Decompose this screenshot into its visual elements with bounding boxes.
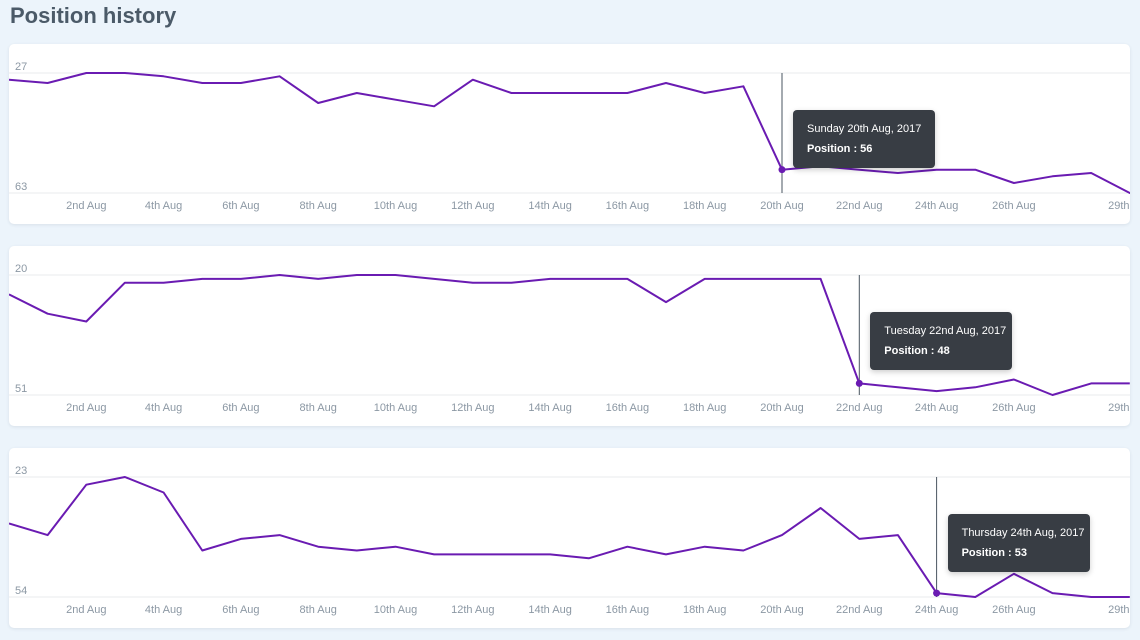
position-chart-1[interactable]: 27 63 2nd Aug 4th Aug 6th Aug 8th Aug 10th Aug… — [9, 44, 1130, 224]
x-tick-label: 22nd Aug — [836, 200, 883, 212]
x-tick-label: 16th Aug — [606, 604, 649, 616]
x-tick-label: 2nd Aug — [66, 604, 106, 616]
position-chart-3[interactable]: 23 54 2nd Aug 4th Aug 6th Aug 8th Aug 10th Aug… — [9, 448, 1130, 628]
x-tick-label: 22nd Aug — [836, 402, 883, 414]
x-tick-label: 29th Aug — [1108, 604, 1130, 616]
chart-plot[interactable]: 23 54 2nd Aug 4th Aug 6th Aug 8th Aug 10th Aug… — [9, 448, 1130, 628]
x-tick-label: 4th Aug — [145, 402, 182, 414]
hover-point — [933, 589, 941, 597]
tooltip-date: Tuesday 22nd Aug, 2017 — [884, 325, 1007, 337]
x-tick-label: 2nd Aug — [66, 402, 106, 414]
x-tick-label: 26th Aug — [992, 200, 1035, 212]
x-tick-label: 24th Aug — [915, 402, 958, 414]
page-title: Position history — [10, 3, 177, 28]
x-tick-label: 16th Aug — [606, 200, 649, 212]
x-tick-label: 29th Aug — [1108, 200, 1130, 212]
chart-plot[interactable]: 27 63 2nd Aug 4th Aug 6th Aug 8th Aug 10th Aug… — [9, 44, 1130, 224]
hover-tooltip: Sunday 20th Aug, 2017 Position : 56 — [793, 110, 935, 168]
y-tick-label: 20 — [15, 263, 27, 275]
x-tick-label: 16th Aug — [606, 402, 649, 414]
hover-tooltip: Thursday 24th Aug, 2017 Position : 53 — [947, 514, 1090, 572]
x-tick-label: 6th Aug — [222, 604, 259, 616]
x-tick-label: 4th Aug — [145, 604, 182, 616]
x-tick-label: 20th Aug — [760, 604, 803, 616]
series-line — [9, 476, 1130, 598]
x-tick-label: 18th Aug — [683, 402, 726, 414]
tooltip-date: Thursday 24th Aug, 2017 — [961, 527, 1085, 539]
hover-point — [855, 379, 863, 387]
x-tick-label: 6th Aug — [222, 200, 259, 212]
position-chart-2[interactable]: 20 51 2nd Aug 4th Aug 6th Aug 8th Aug 10th Aug… — [9, 246, 1130, 426]
x-tick-label: 6th Aug — [222, 402, 259, 414]
x-tick-label: 24th Aug — [915, 200, 958, 212]
x-tick-label: 24th Aug — [915, 604, 958, 616]
x-tick-label: 10th Aug — [374, 604, 417, 616]
x-tick-label: 14th Aug — [528, 604, 571, 616]
y-tick-label: 27 — [15, 61, 27, 73]
tooltip-position: Position : 56 — [807, 143, 873, 155]
x-tick-label: 14th Aug — [528, 402, 571, 414]
x-tick-label: 18th Aug — [683, 200, 726, 212]
x-tick-label: 4th Aug — [145, 200, 182, 212]
x-tick-label: 2nd Aug — [66, 200, 106, 212]
x-tick-label: 29th Aug — [1108, 402, 1130, 414]
series-line — [9, 274, 1130, 396]
x-tick-label: 8th Aug — [300, 402, 337, 414]
x-tick-label: 10th Aug — [374, 402, 417, 414]
x-tick-label: 8th Aug — [300, 604, 337, 616]
x-tick-label: 26th Aug — [992, 604, 1035, 616]
x-tick-label: 20th Aug — [760, 200, 803, 212]
x-tick-label: 18th Aug — [683, 604, 726, 616]
y-tick-label: 51 — [15, 383, 27, 395]
series-line — [9, 72, 1130, 194]
x-tick-label: 22nd Aug — [836, 604, 883, 616]
hover-point — [778, 166, 786, 174]
y-tick-label: 54 — [15, 585, 27, 597]
y-tick-label: 23 — [15, 465, 27, 477]
x-tick-label: 8th Aug — [300, 200, 337, 212]
x-tick-label: 20th Aug — [760, 402, 803, 414]
x-tick-label: 10th Aug — [374, 200, 417, 212]
tooltip-position: Position : 48 — [884, 345, 950, 357]
x-tick-label: 26th Aug — [992, 402, 1035, 414]
y-tick-label: 63 — [15, 181, 27, 193]
x-tick-label: 12th Aug — [451, 402, 494, 414]
chart-plot[interactable]: 20 51 2nd Aug 4th Aug 6th Aug 8th Aug 10th Aug… — [9, 246, 1130, 426]
hover-tooltip: Tuesday 22nd Aug, 2017 Position : 48 — [870, 312, 1013, 370]
tooltip-date: Sunday 20th Aug, 2017 — [807, 123, 922, 135]
tooltip-position: Position : 53 — [961, 547, 1027, 559]
x-tick-label: 12th Aug — [451, 604, 494, 616]
x-tick-label: 12th Aug — [451, 200, 494, 212]
x-tick-label: 14th Aug — [528, 200, 571, 212]
